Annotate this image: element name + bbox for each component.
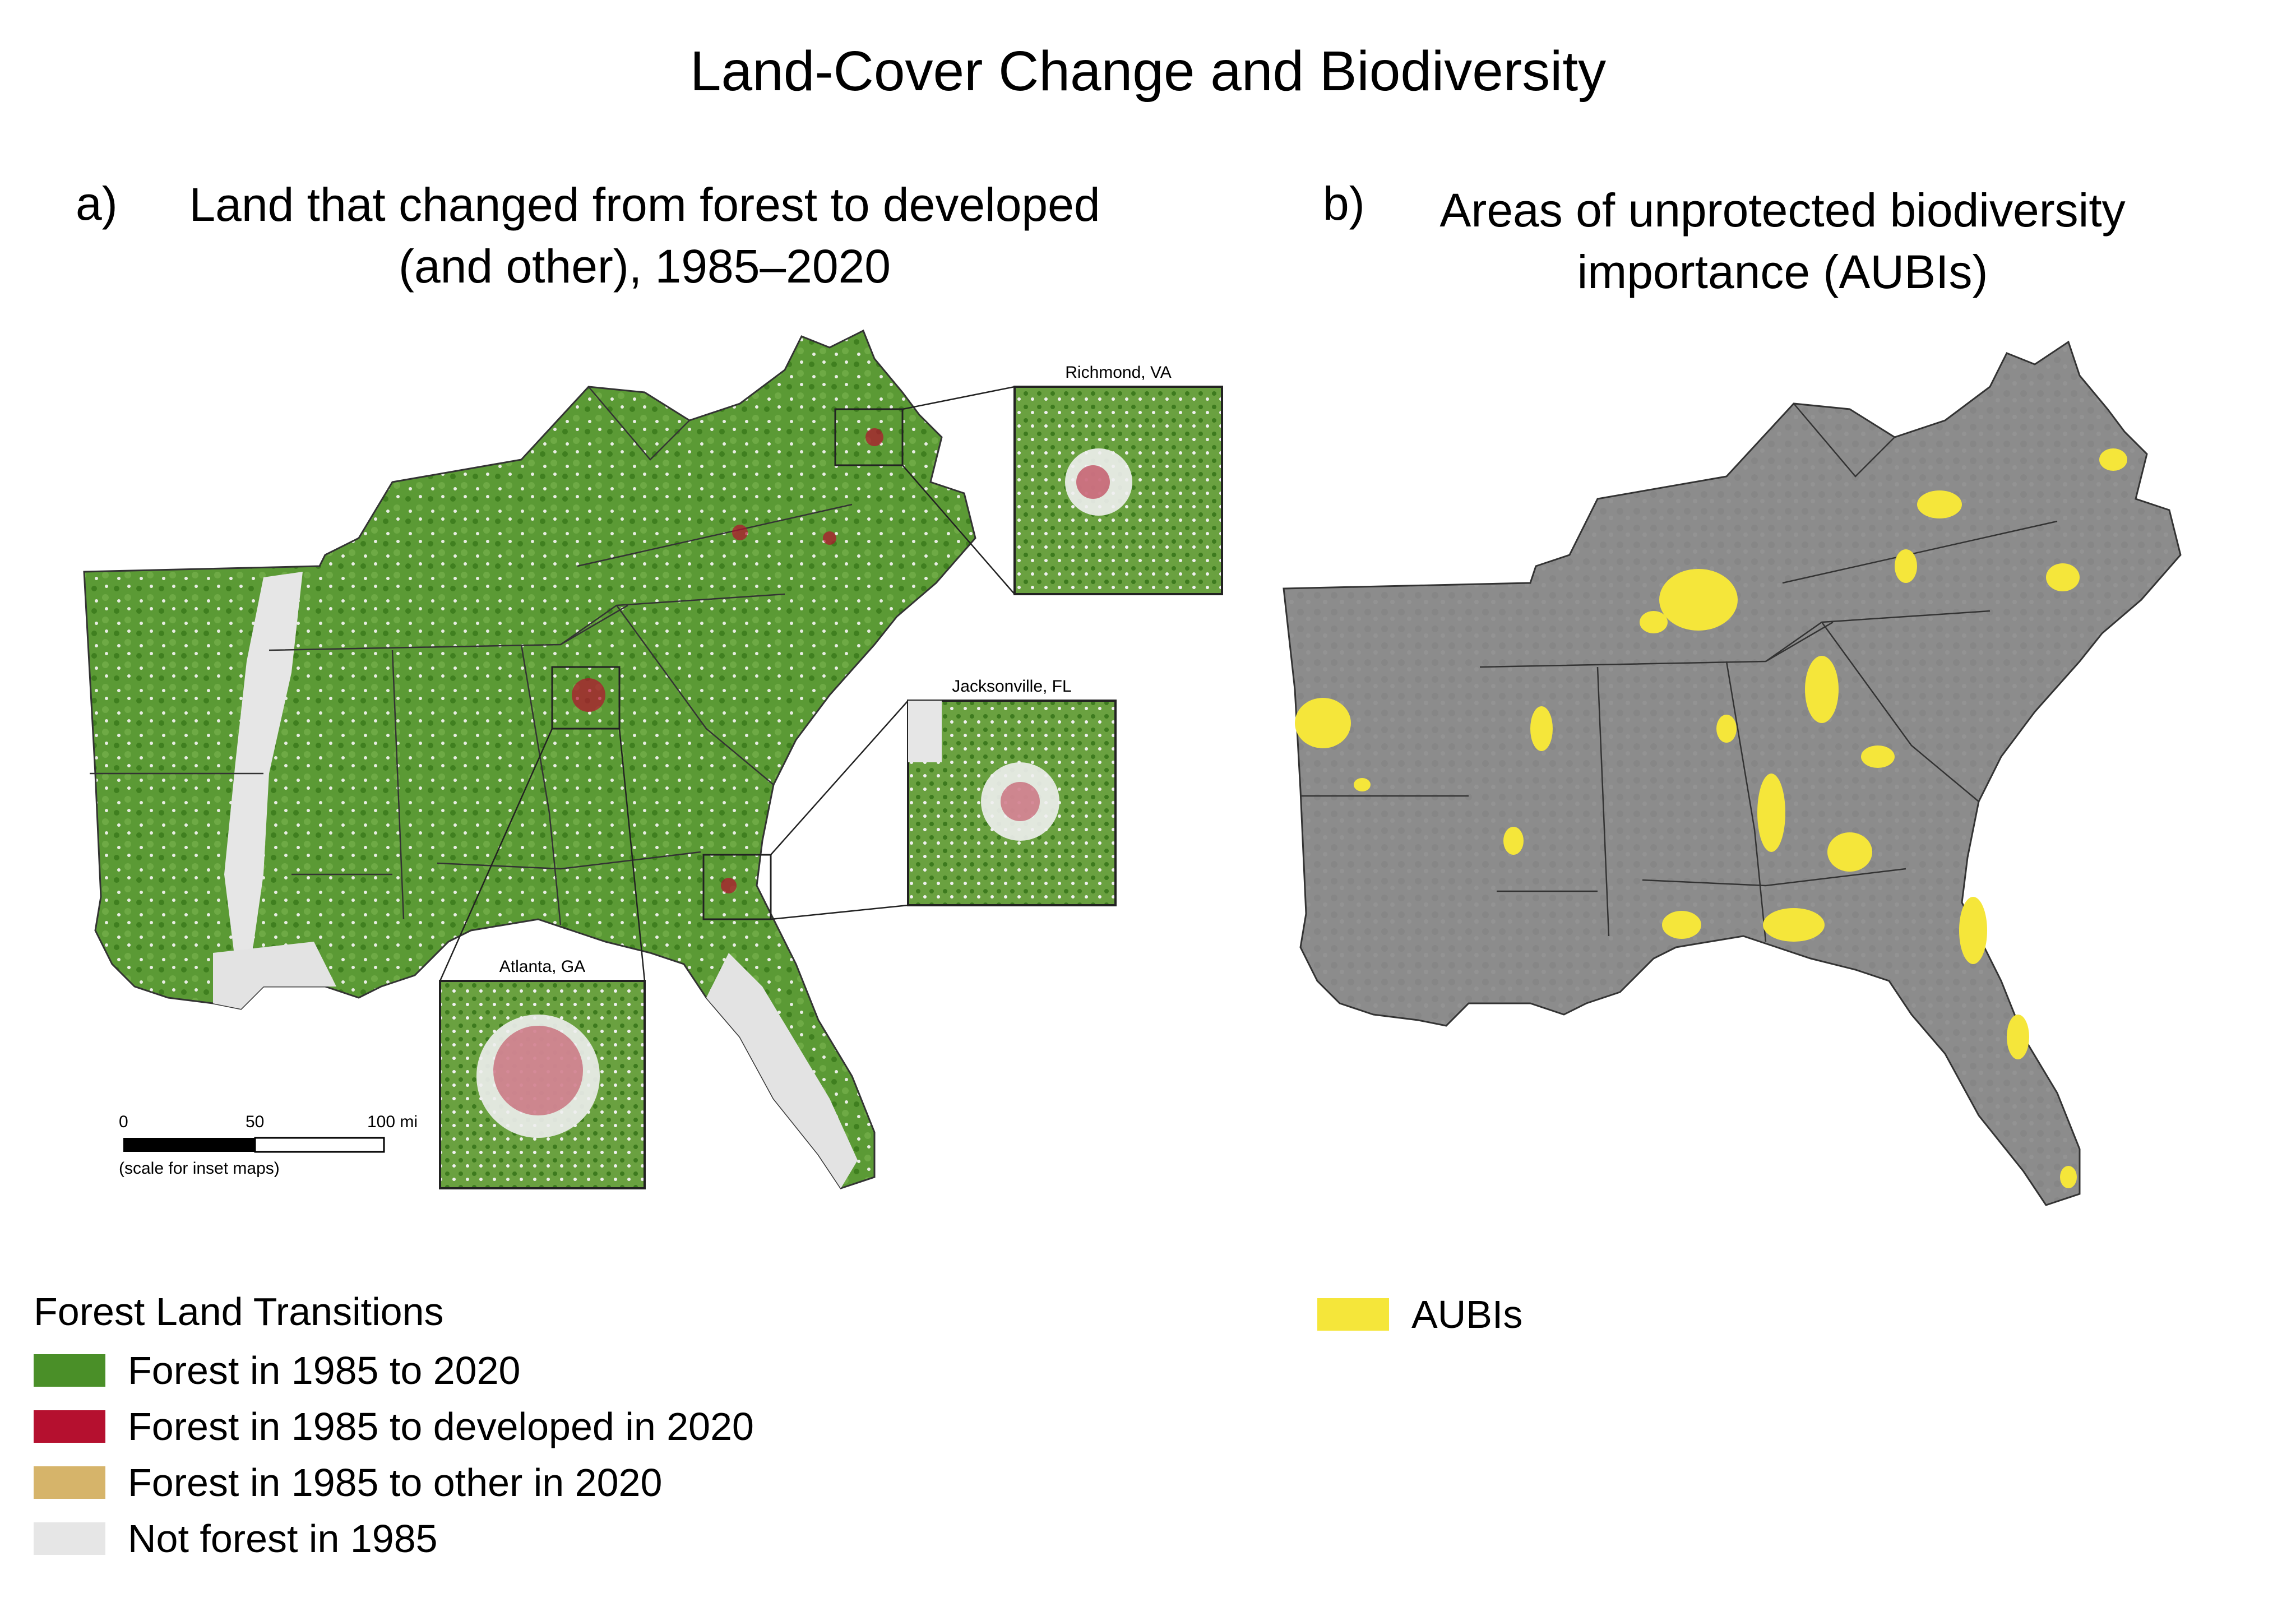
richmond-inset-label: Richmond, VA xyxy=(1065,363,1172,382)
atlanta-frame xyxy=(551,666,621,730)
florida-nonforest xyxy=(706,953,858,1188)
mississippi-delta-nonforest xyxy=(224,572,303,987)
aubi-patches xyxy=(1295,448,2127,1188)
panel-b-letter: b) xyxy=(1323,177,1365,230)
legend-item-other: Forest in 1985 to other in 2020 xyxy=(34,1461,663,1504)
scale-bar xyxy=(123,1137,385,1153)
panel-a-land xyxy=(83,329,1015,1189)
scale-note: (scale for inset maps) xyxy=(119,1159,280,1178)
legend-swatch-other xyxy=(34,1466,105,1499)
panel-a-letter: a) xyxy=(76,177,118,230)
legend-swatch-developed xyxy=(34,1410,105,1443)
panel-b-title-line2: importance (AUBIs) xyxy=(1577,246,1988,298)
state-boundaries-a xyxy=(90,386,853,925)
atlanta-inset-label: Atlanta, GA xyxy=(499,957,586,976)
panel-b-land xyxy=(1283,340,2182,1206)
legend-label-not-forest: Not forest in 1985 xyxy=(128,1517,438,1560)
legend-label-other: Forest in 1985 to other in 2020 xyxy=(128,1461,663,1504)
gulf-coast-nonforest xyxy=(213,942,336,1009)
richmond-inset xyxy=(1013,386,1223,595)
legend-swatch-aubi xyxy=(1317,1298,1389,1331)
jacksonville-frame xyxy=(702,854,772,920)
scale-tick-0: 0 xyxy=(119,1113,128,1131)
legend-label-aubi: AUBIs xyxy=(1411,1293,1523,1336)
panel-b-title-line1: Areas of unprotected biodiversity xyxy=(1439,184,2126,237)
scale-tick-50: 50 xyxy=(246,1113,265,1131)
southeast-us-aubi-land xyxy=(1283,340,2182,1206)
richmond-frame xyxy=(834,408,904,466)
legend-swatch-forest xyxy=(34,1354,105,1387)
panel-a-title: Land that changed from forest to develop… xyxy=(135,174,1155,297)
legend-label-forest: Forest in 1985 to 2020 xyxy=(128,1349,521,1392)
figure-title: Land-Cover Change and Biodiversity xyxy=(689,40,1607,103)
leader-lines xyxy=(439,386,1015,981)
jacksonville-inset xyxy=(907,700,1117,906)
scale-tick-100: 100 mi xyxy=(367,1113,418,1131)
panel-b-title: Areas of unprotected biodiversity import… xyxy=(1362,179,2203,303)
legend-a-title: Forest Land Transitions xyxy=(34,1290,444,1333)
jacksonville-inset-label: Jacksonville, FL xyxy=(952,677,1072,696)
legend-item-forest: Forest in 1985 to 2020 xyxy=(34,1349,521,1392)
panel-a-title-line2: (and other), 1985–2020 xyxy=(398,240,891,293)
legend-swatch-not-forest xyxy=(34,1522,105,1555)
developed-patches-a xyxy=(572,428,883,893)
legend-item-developed: Forest in 1985 to developed in 2020 xyxy=(34,1405,754,1448)
legend-item-aubi: AUBIs xyxy=(1317,1293,1523,1336)
state-boundaries-b xyxy=(1300,403,2058,942)
legend-label-developed: Forest in 1985 to developed in 2020 xyxy=(128,1405,754,1448)
legend-item-not-forest: Not forest in 1985 xyxy=(34,1517,438,1560)
atlanta-inset xyxy=(439,980,646,1189)
panel-a-title-line1: Land that changed from forest to develop… xyxy=(189,178,1100,231)
